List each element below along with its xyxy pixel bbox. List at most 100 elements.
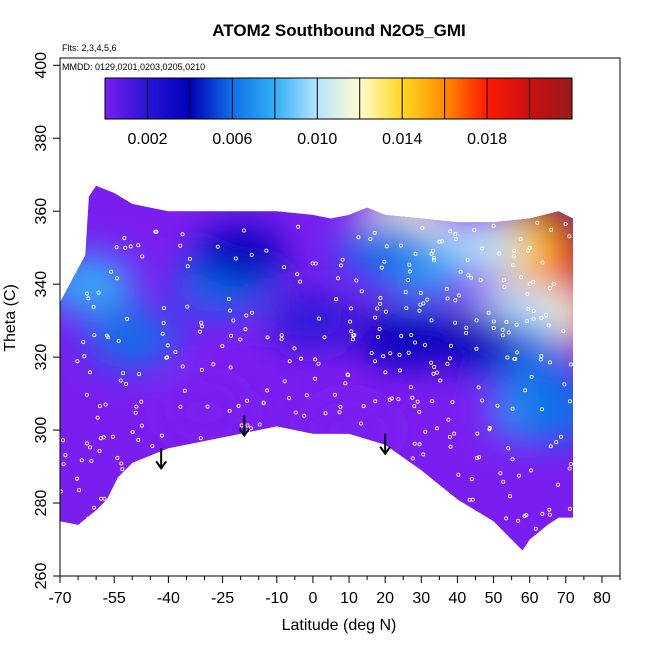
observation-dot bbox=[304, 393, 309, 398]
observation-dot bbox=[416, 513, 421, 518]
observation-dot bbox=[136, 437, 141, 442]
observation-dot bbox=[122, 514, 127, 519]
observation-dot bbox=[410, 456, 415, 461]
observation-dot bbox=[183, 454, 188, 459]
colorbar: 0.002 0.006 0.010 0.014 0.018 bbox=[104, 77, 573, 148]
observation-dot bbox=[486, 310, 491, 315]
y-axis: 260 280 300 320 340 360 380 400 bbox=[33, 52, 60, 589]
observation-dot bbox=[287, 478, 292, 483]
observation-dot bbox=[145, 505, 150, 510]
observation-dot bbox=[145, 473, 150, 478]
observation-dot bbox=[122, 236, 127, 241]
observation-dot bbox=[524, 319, 529, 324]
observation-dot bbox=[429, 318, 434, 323]
observation-dot bbox=[540, 407, 545, 412]
observation-dot bbox=[491, 325, 496, 330]
observation-dot bbox=[548, 444, 553, 449]
observation-dot bbox=[97, 529, 102, 534]
observation-dot bbox=[434, 370, 439, 375]
observation-dot bbox=[432, 364, 437, 369]
observation-dot bbox=[447, 356, 452, 361]
observation-dot bbox=[231, 318, 236, 323]
observation-dot bbox=[75, 476, 80, 481]
observation-dot bbox=[474, 455, 479, 460]
observation-dot bbox=[243, 327, 248, 332]
observation-dot bbox=[372, 230, 377, 235]
observation-dot bbox=[413, 251, 418, 256]
observation-dot bbox=[238, 337, 243, 342]
observation-dot bbox=[332, 392, 337, 397]
observation-dot bbox=[569, 461, 573, 466]
observation-dot bbox=[85, 441, 90, 446]
observation-dot bbox=[266, 442, 271, 447]
x-tick-label: 30 bbox=[412, 590, 430, 607]
observation-dot bbox=[485, 523, 490, 528]
observation-dot bbox=[348, 462, 353, 467]
observation-dot bbox=[446, 417, 451, 422]
observation-dot bbox=[233, 256, 238, 261]
x-tick-label: -55 bbox=[103, 590, 126, 607]
observation-dot bbox=[469, 275, 474, 280]
observation-dot bbox=[439, 239, 444, 244]
arrow-head bbox=[379, 446, 391, 456]
observation-dot bbox=[178, 404, 183, 409]
observation-dot bbox=[92, 333, 97, 338]
observation-dot bbox=[558, 434, 563, 439]
observation-dot bbox=[159, 433, 164, 438]
observation-dot bbox=[281, 434, 286, 439]
arrows bbox=[155, 415, 391, 471]
observation-dot bbox=[92, 505, 97, 510]
observation-dot bbox=[551, 281, 556, 286]
observation-dot bbox=[453, 298, 458, 303]
observation-dot bbox=[134, 404, 139, 409]
observation-dot bbox=[464, 325, 469, 330]
observation-dot bbox=[511, 254, 516, 259]
observation-dot bbox=[491, 223, 496, 228]
observation-dot bbox=[453, 320, 458, 325]
observation-dot bbox=[280, 464, 285, 469]
observation-dot bbox=[547, 512, 552, 517]
observation-dot bbox=[110, 434, 115, 439]
observation-dot bbox=[282, 468, 287, 473]
observation-dot bbox=[199, 324, 204, 329]
observation-dot bbox=[515, 350, 520, 355]
observation-dot bbox=[257, 422, 262, 427]
observation-dot bbox=[396, 498, 401, 503]
observation-dot bbox=[469, 477, 474, 482]
field-bin bbox=[266, 290, 359, 351]
observation-dot bbox=[563, 221, 568, 226]
observation-dot bbox=[265, 388, 270, 393]
observation-dot bbox=[159, 521, 164, 526]
observation-dot bbox=[220, 344, 225, 349]
observation-dot bbox=[292, 346, 297, 351]
colorbar-tick-label: 0.006 bbox=[212, 131, 252, 148]
observation-dot bbox=[369, 350, 374, 355]
observation-dot bbox=[227, 308, 232, 313]
observation-dot bbox=[561, 329, 566, 334]
observation-dot bbox=[265, 335, 270, 340]
observation-dot bbox=[124, 381, 129, 386]
observation-dot bbox=[409, 332, 414, 337]
observation-dot bbox=[199, 367, 204, 372]
observation-dot bbox=[318, 492, 323, 497]
field-bin bbox=[194, 225, 287, 285]
observation-dot bbox=[567, 234, 572, 239]
observation-dot bbox=[160, 331, 165, 336]
observation-dot bbox=[229, 333, 234, 338]
chart-title: ATOM2 Southbound N2O5_GMI bbox=[212, 21, 465, 40]
observation-dot bbox=[554, 440, 559, 445]
x-tick-label: 80 bbox=[593, 590, 611, 607]
observation-dot bbox=[487, 425, 492, 430]
observation-dot bbox=[103, 402, 108, 407]
observation-dot bbox=[374, 458, 379, 463]
observation-dot bbox=[270, 501, 275, 506]
field-bin bbox=[357, 308, 450, 369]
observation-dot bbox=[305, 472, 310, 477]
observation-dot bbox=[556, 482, 561, 487]
observation-dot bbox=[501, 479, 506, 484]
observation-dot bbox=[161, 306, 166, 311]
observation-dot bbox=[404, 306, 409, 311]
observation-dot bbox=[548, 286, 553, 291]
observation-dot bbox=[406, 350, 411, 355]
